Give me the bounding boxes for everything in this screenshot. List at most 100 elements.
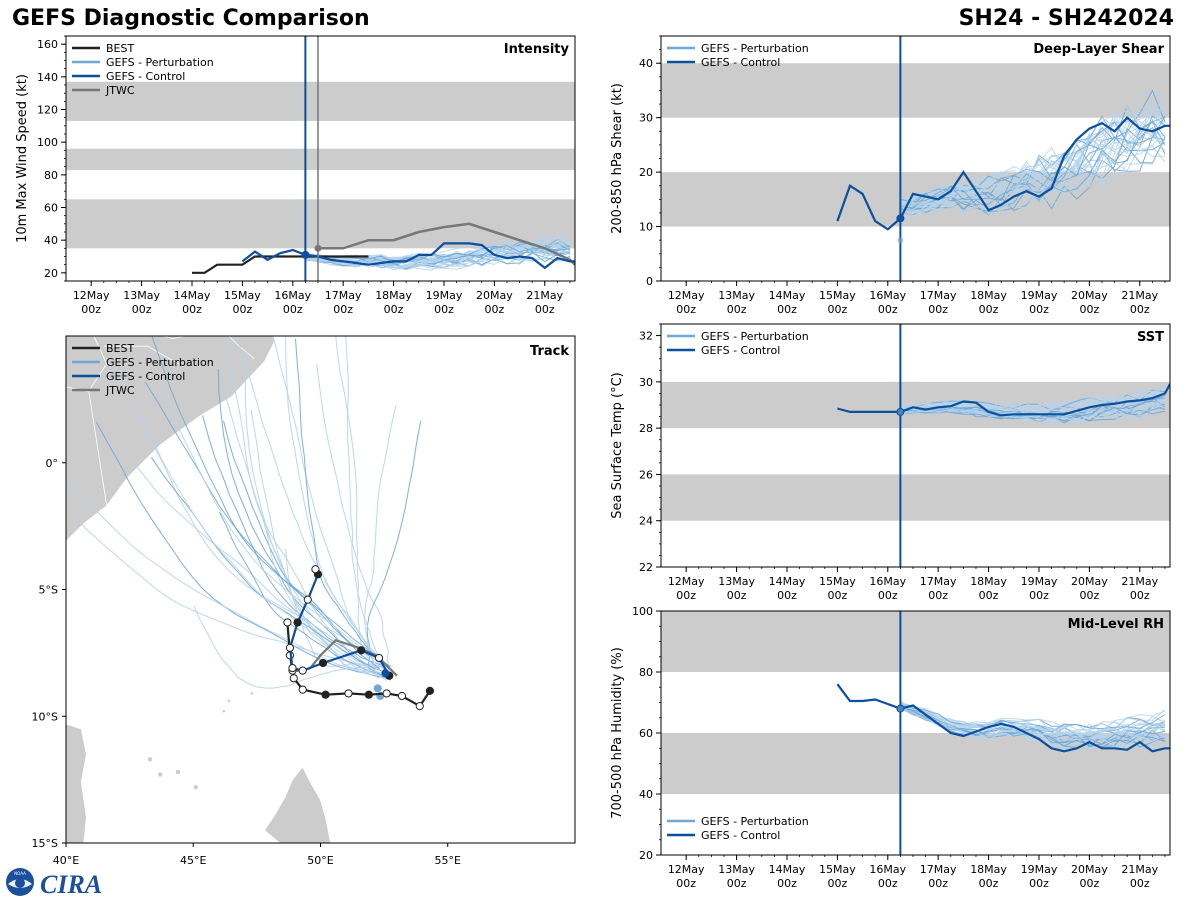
panel-title: Deep-Layer Shear (1033, 42, 1164, 57)
comoros-island (175, 769, 181, 775)
figure-title: GEFS Diagnostic Comparison (12, 6, 370, 31)
panel-title: Track (530, 344, 569, 359)
x-tick-label-date: 21May (526, 289, 563, 302)
best-track-marker (289, 674, 298, 683)
x-tick-label-date: 16May (869, 863, 906, 876)
x-tick-label-time: 00z (727, 303, 747, 316)
rh-panel: 2040608010012May00z13May00z14May00z15May… (610, 605, 1171, 890)
perturbation-init-marker (897, 705, 904, 712)
panel-title: Intensity (504, 42, 570, 57)
panel-title: SST (1137, 330, 1164, 345)
x-tick-label-time: 00z (928, 589, 948, 602)
x-tick-label-time: 00z (1130, 589, 1150, 602)
x-tick-label-date: 20May (1071, 575, 1108, 588)
lon-tick-label: 45°E (180, 854, 206, 867)
x-tick-label-date: 20May (1071, 863, 1108, 876)
y-axis-label: 10m Max Wind Speed (kt) (15, 74, 30, 243)
perturbation-member-line (900, 111, 1166, 206)
perturbation-track-line (272, 336, 392, 671)
x-tick-label-time: 00z (333, 303, 353, 316)
aldabra-island (250, 692, 254, 695)
lon-tick-label: 50°E (307, 854, 333, 867)
y-tick-label: 60 (44, 202, 58, 215)
x-tick-label-date: 14May (769, 863, 806, 876)
perturbation-init-marker (897, 408, 904, 415)
control-track-marker (288, 663, 297, 673)
x-tick-label-time: 00z (384, 303, 404, 316)
x-tick-label-date: 14May (769, 575, 806, 588)
x-tick-label-date: 19May (1021, 289, 1058, 302)
x-tick-label-time: 00z (1079, 877, 1099, 890)
shear-panel: 01020304012May00z13May00z14May00z15May00… (610, 35, 1171, 316)
legend-label: GEFS - Control (701, 829, 780, 842)
y-tick-label: 28 (639, 422, 653, 435)
x-tick-label-time: 00z (777, 303, 797, 316)
x-tick-label-date: 17May (920, 289, 957, 302)
x-tick-label-date: 17May (920, 863, 957, 876)
perturbation-track-line (95, 421, 385, 678)
x-tick-label-date: 19May (1021, 863, 1058, 876)
x-tick-label-time: 00z (81, 303, 101, 316)
x-tick-label-date: 15May (224, 289, 261, 302)
y-tick-label: 20 (44, 267, 58, 280)
africa-land (66, 336, 276, 542)
perturbation-member-line (900, 707, 1166, 748)
perturbation-track-line (66, 505, 380, 669)
perturbation-member-line (900, 138, 1166, 218)
x-tick-label-time: 00z (676, 589, 696, 602)
y-tick-label: 30 (639, 112, 653, 125)
perturbation-init-marker (897, 237, 904, 244)
legend-label: GEFS - Perturbation (701, 330, 809, 343)
x-tick-label-time: 00z (928, 877, 948, 890)
control-track-marker (357, 646, 366, 655)
y-tick-label: 100 (632, 605, 653, 618)
lat-tick-label: 0° (46, 457, 59, 470)
x-tick-label-date: 16May (869, 575, 906, 588)
y-axis-label: 700-500 hPa Humidity (%) (610, 647, 625, 819)
perturbation-member-line (900, 404, 1166, 423)
x-tick-label-date: 13May (718, 575, 755, 588)
axes-frame (660, 323, 1171, 568)
x-tick-label-time: 00z (827, 589, 847, 602)
legend-label: BEST (106, 42, 134, 55)
cira-logo: NOAA CIRA (6, 868, 102, 898)
x-tick-label-time: 00z (878, 303, 898, 316)
x-tick-label-date: 15May (819, 289, 856, 302)
y-tick-label: 60 (639, 727, 653, 740)
shaded-band (661, 474, 1170, 521)
perturbation-track-line (140, 414, 388, 681)
x-tick-label-time: 00z (777, 589, 797, 602)
perturbation-member-line (900, 706, 1166, 748)
x-tick-label-time: 00z (827, 877, 847, 890)
y-tick-label: 80 (44, 169, 58, 182)
sst-panel: 22242628303212May00z13May00z14May00z15Ma… (610, 323, 1171, 602)
x-tick-label-date: 12May (668, 863, 705, 876)
perturbation-track-line (66, 478, 380, 679)
x-tick-label-date: 18May (375, 289, 412, 302)
x-tick-label-date: 19May (1021, 575, 1058, 588)
lon-tick-label: 55°E (435, 854, 461, 867)
perturbation-member-line (900, 702, 1166, 736)
x-tick-label-time: 00z (727, 589, 747, 602)
legend-label: GEFS - Control (106, 370, 185, 383)
x-tick-label-date: 18May (970, 289, 1007, 302)
control-forecast-line (837, 383, 1170, 417)
perturbation-member-line (305, 241, 571, 261)
y-tick-label: 26 (639, 468, 653, 481)
control-track-marker (293, 618, 302, 627)
perturbation-track-line (250, 409, 379, 673)
x-tick-label-date: 12May (668, 575, 705, 588)
best-track-marker (298, 685, 307, 694)
noaa-seal-text: NOAA (14, 871, 26, 876)
legend-label: BEST (106, 342, 134, 355)
perturbation-track-line (218, 511, 383, 676)
best-track-marker (344, 689, 353, 698)
control-forecast-line (836, 683, 1170, 753)
perturbation-track-line (366, 420, 422, 668)
y-tick-label: 0 (646, 275, 653, 288)
x-tick-label-date: 21May (1121, 289, 1158, 302)
y-axis-label: 200-850 hPa Shear (kt) (610, 83, 625, 234)
x-tick-label-time: 00z (979, 303, 999, 316)
country-border (104, 345, 184, 367)
